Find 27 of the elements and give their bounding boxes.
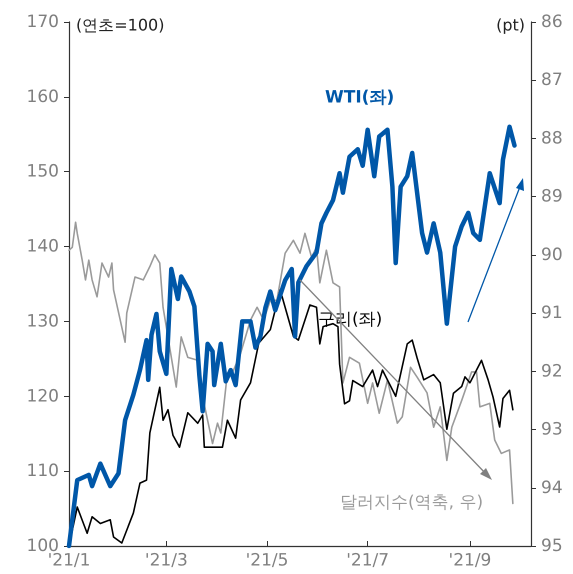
y-tick-label: 150 (26, 162, 59, 182)
series-label: 구리(좌) (318, 310, 382, 330)
y-tick-label: 140 (26, 236, 59, 257)
y-tick-label: 170 (26, 12, 59, 32)
y2-tick-label: 94 (541, 478, 563, 498)
y2-axis-title: (pt) (496, 16, 526, 34)
y2-tick-label: 91 (541, 303, 563, 324)
line-series (66, 124, 517, 548)
series-label: WTI(좌) (325, 88, 394, 108)
y2-tick-label: 90 (541, 244, 563, 265)
x-tick-label: '21/9 (448, 550, 492, 570)
y2-tick-label: 87 (541, 70, 563, 90)
y-axis-title: (연초=100) (76, 16, 164, 34)
y2-tick-label: 95 (541, 536, 563, 556)
series-label: 달러지수(역축, 우) (340, 492, 484, 512)
y-tick-label: 160 (26, 86, 59, 107)
y2-tick-label: 86 (541, 12, 563, 32)
y-tick-label: 110 (26, 461, 59, 482)
x-tick-label: '21/7 (346, 550, 390, 570)
y2-tick-label: 92 (541, 361, 563, 382)
y-tick-label: 130 (26, 311, 59, 332)
x-tick-label: '21/5 (246, 550, 288, 570)
y2-tick-label: 93 (541, 420, 563, 440)
y2-tick-label: 88 (541, 128, 563, 148)
x-tick-label: '21/3 (144, 550, 188, 570)
y2-tick-label: 89 (541, 186, 563, 207)
y-tick-label: 120 (26, 386, 59, 406)
